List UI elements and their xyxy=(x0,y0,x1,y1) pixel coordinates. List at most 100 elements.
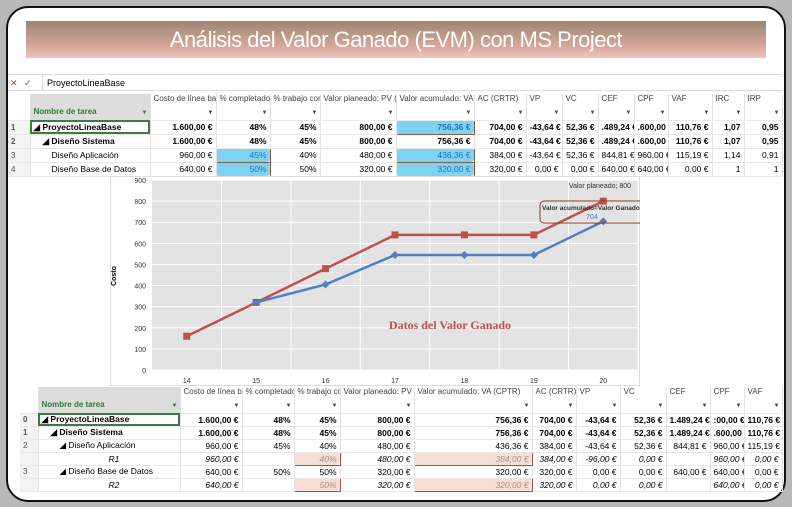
table-cell[interactable]: 45% xyxy=(270,120,321,135)
table-cell[interactable]: 1,07 xyxy=(712,134,745,149)
chevron-down-icon[interactable]: ▼ xyxy=(285,402,292,409)
table-row[interactable]: 2 ◢ Diseño Sistema 1.600,00 € 48% 45% 800,00 … xyxy=(8,134,783,149)
chevron-down-icon[interactable]: ▼ xyxy=(735,109,742,116)
table-cell[interactable]: 1.489,24 € xyxy=(666,426,711,440)
table-row[interactable]: 4 Diseño Base de Datos 640,00 € 50% 50% 320,0… xyxy=(8,161,783,177)
table-cell[interactable]: -96,00 € xyxy=(576,452,621,466)
table-cell[interactable]: 48% xyxy=(242,413,295,427)
table-cell[interactable]: 45% xyxy=(294,413,341,427)
table-cell[interactable]: 384,00 € xyxy=(532,439,577,453)
table-cell[interactable]: 756,36 € xyxy=(414,426,533,440)
table-cell[interactable]: 1.489,24 € xyxy=(666,413,711,427)
column-header[interactable]: Nombre de tarea ▼ xyxy=(30,94,151,121)
table-cell[interactable]: -43,64 € xyxy=(526,120,563,135)
column-header[interactable]: VAF ▼ xyxy=(744,387,783,414)
table-cell[interactable]: 960,00 € xyxy=(150,148,217,163)
table-cell[interactable]: .489,24 € xyxy=(598,134,635,149)
table-cell[interactable]: 45% xyxy=(215,147,271,163)
table-cell[interactable]: 640,00 € xyxy=(180,478,243,492)
table-row[interactable]: 2 ◢ Diseño Aplicación 960,00 € 45% 40% 480,00… xyxy=(20,439,783,453)
table-cell[interactable]: 0,00 € xyxy=(668,162,713,177)
table-cell[interactable]: 960,00 € xyxy=(710,452,745,466)
table-cell[interactable]: 48% xyxy=(216,134,271,149)
chevron-down-icon[interactable]: ▼ xyxy=(553,109,560,116)
table-cell[interactable]: .600,00 € xyxy=(634,120,669,135)
table-cell[interactable]: 50% xyxy=(270,162,321,177)
chevron-down-icon[interactable]: ▼ xyxy=(387,109,394,116)
task-name-cell[interactable]: ◢ Diseño Sistema xyxy=(30,134,151,149)
table-cell[interactable]: 844,81 € xyxy=(598,148,635,163)
table-cell[interactable]: 1 xyxy=(712,162,745,177)
table-cell[interactable]: 52,36 € xyxy=(562,120,599,135)
column-header[interactable]: % trabajo completad ▼ xyxy=(294,387,341,414)
column-header[interactable]: VC ▼ xyxy=(620,387,667,414)
table-cell[interactable] xyxy=(666,478,711,492)
column-header[interactable]: % completado ▼ xyxy=(216,94,271,121)
table-row[interactable]: 3 Diseño Aplicación 960,00 € 45% 40% 480,00 €… xyxy=(8,147,783,163)
table-cell[interactable]: 320,00 € xyxy=(532,478,577,492)
table-cell[interactable]: 1,07 xyxy=(712,120,745,135)
chevron-down-icon[interactable]: ▼ xyxy=(171,402,178,409)
table-cell[interactable]: 45% xyxy=(270,134,321,149)
table-cell[interactable]: 1,14 xyxy=(712,148,745,163)
column-header[interactable]: Valor planeado: PV (CPTP) ▼ xyxy=(340,387,415,414)
column-header[interactable]: AC (CRTR) ▼ xyxy=(532,387,577,414)
table-cell[interactable]: 0,00 € xyxy=(744,465,783,479)
row-number[interactable]: 2 xyxy=(20,439,39,453)
table-cell[interactable]: 704,00 € xyxy=(474,120,527,135)
column-header[interactable]: AC (CRTR) ▼ xyxy=(474,94,527,121)
column-header[interactable]: Valor acumulado: VA (CPTR) ▼ xyxy=(396,94,475,121)
table-cell[interactable]: 110,76 € xyxy=(744,413,783,427)
task-name-cell[interactable]: ◢ Diseño Base de Datos xyxy=(38,465,181,479)
column-header[interactable]: VP ▼ xyxy=(576,387,621,414)
table-cell[interactable]: 320,00 € xyxy=(532,465,577,479)
table-cell[interactable] xyxy=(242,452,295,466)
table-cell[interactable]: 50% xyxy=(293,477,341,492)
table-cell[interactable]: 0,00 € xyxy=(620,465,667,479)
row-number[interactable]: 1 xyxy=(20,426,39,440)
table-cell[interactable]: .600,00 € xyxy=(634,134,669,149)
table-cell[interactable]: 115,19 € xyxy=(744,439,783,453)
table-cell[interactable]: 52,36 € xyxy=(620,439,667,453)
table-cell[interactable]: 640,00 € xyxy=(666,465,711,479)
task-name-cell[interactable]: ◢ Diseño Sistema xyxy=(38,426,181,440)
table-cell[interactable]: 704,00 € xyxy=(474,134,527,149)
row-number[interactable] xyxy=(20,478,39,492)
table-cell[interactable]: 320,00 € xyxy=(395,161,475,177)
table-cell[interactable]: 640,00 € xyxy=(180,465,243,479)
table-cell[interactable]: 960,00 € xyxy=(710,439,745,453)
chevron-down-icon[interactable]: ▼ xyxy=(261,109,268,116)
column-header[interactable]: VAF ▼ xyxy=(668,94,713,121)
table-row[interactable]: R2 640,00 € 50% 320,00 € 320,00 € 320,00 € 0,0… xyxy=(20,477,783,492)
table-cell[interactable]: 50% xyxy=(242,465,295,479)
table-cell[interactable]: 480,00 € xyxy=(340,452,415,466)
table-cell[interactable]: 756,36 € xyxy=(396,134,475,149)
table-cell[interactable]: 320,00 € xyxy=(340,465,415,479)
table-cell[interactable]: 704,00 € xyxy=(532,413,577,427)
column-header[interactable]: CEF ▼ xyxy=(598,94,635,121)
table-cell[interactable]: -43,64 € xyxy=(526,148,563,163)
table-cell[interactable]: 960,00 € xyxy=(180,439,243,453)
column-header[interactable]: VP ▼ xyxy=(526,94,563,121)
column-header[interactable]: CEF ▼ xyxy=(666,387,711,414)
cancel-icon[interactable]: ✕ xyxy=(10,78,18,88)
column-header[interactable]: Costo de línea base ▼ xyxy=(150,94,217,121)
table-cell[interactable]: 0,00 € xyxy=(620,452,667,466)
chevron-down-icon[interactable]: ▼ xyxy=(207,109,214,116)
table-cell[interactable]: 320,00 € xyxy=(320,162,397,177)
column-header[interactable]: CPF ▼ xyxy=(634,94,669,121)
table-cell[interactable]: 1.600,00 € xyxy=(180,426,243,440)
table-cell[interactable]: -43,64 € xyxy=(576,439,621,453)
task-name-cell[interactable]: R2 xyxy=(38,478,181,492)
row-number[interactable]: 3 xyxy=(8,148,31,163)
table-cell[interactable]: 800,00 € xyxy=(320,134,397,149)
table-cell[interactable]: 45% xyxy=(242,439,295,453)
table-cell[interactable]: 40% xyxy=(294,439,341,453)
column-header[interactable]: Nombre de tarea ▼ xyxy=(38,387,181,414)
table-cell[interactable]: 756,36 € xyxy=(395,119,475,135)
task-name-cell[interactable]: R1 xyxy=(38,452,181,466)
chevron-down-icon[interactable]: ▼ xyxy=(141,109,148,116)
chevron-down-icon[interactable]: ▼ xyxy=(517,109,524,116)
table-cell[interactable]: 0,00 € xyxy=(744,452,783,466)
table-cell[interactable]: 1.600,00 € xyxy=(150,120,217,135)
